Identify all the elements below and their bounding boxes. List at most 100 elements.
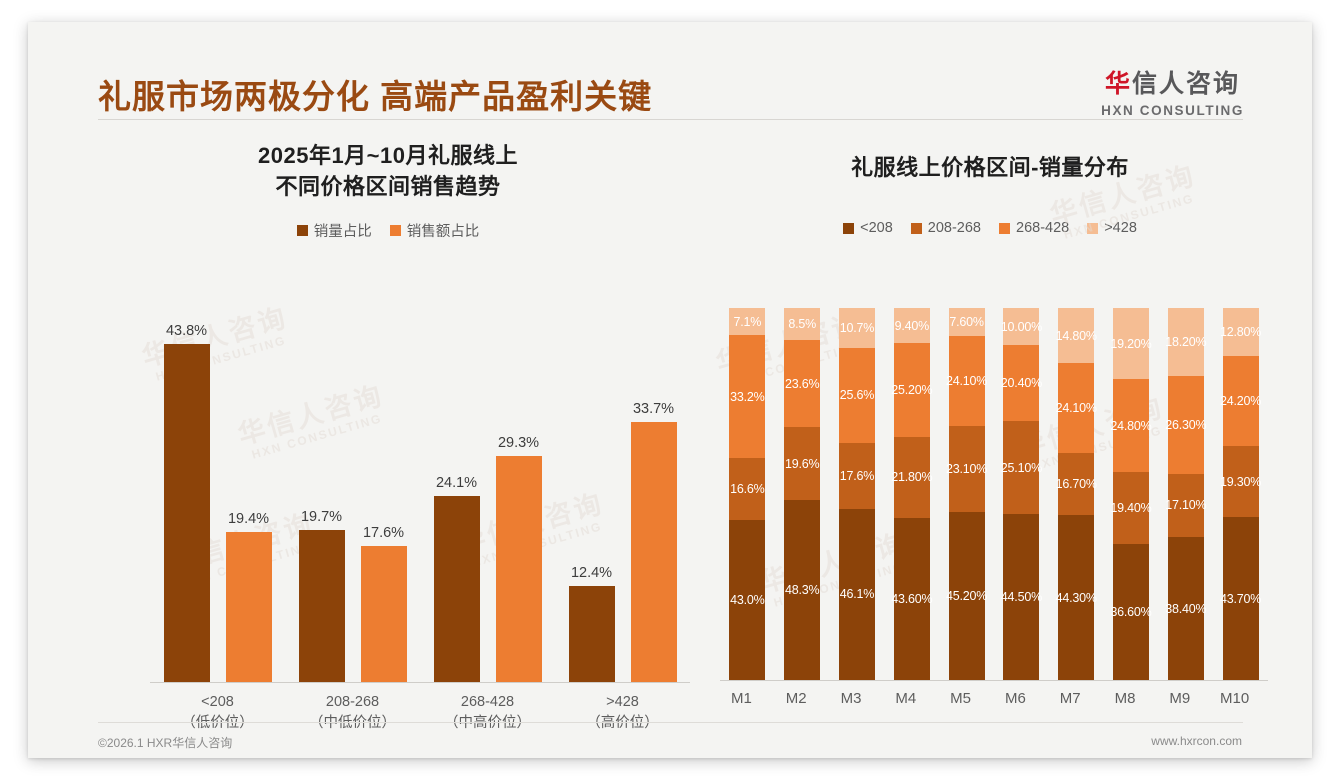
legend-item-268-428[interactable]: 268-428: [999, 220, 1069, 236]
stack-segment[interactable]: 43.70%: [1220, 517, 1261, 680]
stack-segment[interactable]: 21.80%: [891, 436, 933, 518]
segment-value-label: 19.6%: [784, 456, 820, 471]
footer-website[interactable]: www.hxrcon.com: [1151, 734, 1242, 748]
bar[interactable]: [225, 532, 272, 682]
segment-value-label: 43.60%: [891, 591, 933, 606]
segment-value-label: 44.50%: [1000, 590, 1042, 605]
stack-segment[interactable]: 18.20%: [1165, 308, 1207, 376]
segment-value-label: 25.20%: [891, 382, 933, 397]
bar[interactable]: [298, 530, 345, 682]
stacked-bar[interactable]: 7.60% 24.10% 23.10% 45.20%: [946, 308, 988, 680]
stack-segment[interactable]: 43.0%: [729, 520, 766, 680]
stack-segment[interactable]: 19.30%: [1220, 445, 1261, 518]
segment-value-label: 18.20%: [1165, 334, 1207, 349]
segment-value-label: 26.30%: [1165, 417, 1207, 432]
bar[interactable]: [630, 422, 677, 682]
stack-segment[interactable]: 44.30%: [1056, 515, 1097, 680]
stack-segment[interactable]: 33.2%: [729, 334, 766, 459]
stack-segment[interactable]: 19.40%: [1110, 471, 1152, 544]
segment-value-label: 24.20%: [1220, 393, 1262, 408]
bar[interactable]: [163, 344, 210, 682]
bar-column[interactable]: 24.1%: [433, 475, 480, 682]
bar[interactable]: [568, 586, 615, 682]
segment-value-label: 43.0%: [730, 593, 765, 608]
stack-segment[interactable]: 44.50%: [1000, 514, 1042, 680]
stack-segment[interactable]: 26.30%: [1165, 375, 1207, 474]
bar-column[interactable]: 12.4%: [568, 565, 615, 682]
stack-segment[interactable]: 14.80%: [1055, 308, 1097, 364]
stack-segment[interactable]: 8.5%: [784, 308, 821, 340]
stack-segment[interactable]: 36.60%: [1110, 543, 1152, 680]
stacked-bar[interactable]: 19.20% 24.80% 19.40% 36.60%: [1110, 308, 1152, 680]
stacked-bar[interactable]: 9.40% 25.20% 21.80% 43.60%: [891, 308, 933, 680]
bar[interactable]: [433, 496, 480, 682]
stack-segment[interactable]: 17.6%: [839, 443, 875, 509]
legend-item-sales-volume[interactable]: 销量占比: [296, 220, 372, 241]
stack-segment[interactable]: 45.20%: [946, 511, 988, 680]
stacked-bar[interactable]: 7.1% 33.2% 16.6% 43.0%: [729, 308, 766, 680]
logo-english-text: HXN CONSULTING: [1101, 103, 1244, 118]
right-chart-panel: 礼服线上价格区间-销量分布 <208 208-268 268-428 >428 …: [700, 140, 1280, 710]
bar-group: 43.8% 19.4%: [150, 312, 285, 682]
stack-segment[interactable]: 10.7%: [839, 308, 875, 348]
stack-segment[interactable]: 12.80%: [1220, 308, 1262, 356]
stack-segment[interactable]: 24.10%: [1056, 363, 1097, 454]
segment-value-label: 33.2%: [730, 389, 765, 404]
stacked-bar[interactable]: 10.7% 25.6% 17.6% 46.1%: [839, 308, 875, 680]
category-tier: （高价位）: [586, 715, 659, 732]
stacked-bar[interactable]: 14.80% 24.10% 16.70% 44.30%: [1055, 308, 1097, 680]
stack-segment[interactable]: 23.6%: [784, 339, 821, 428]
bar-column[interactable]: 43.8%: [163, 323, 210, 682]
stack-segment[interactable]: 25.6%: [839, 347, 875, 444]
category-tier: （中高价位）: [444, 715, 531, 732]
stack-segment[interactable]: 24.20%: [1220, 355, 1262, 446]
stack-segment[interactable]: 43.60%: [891, 517, 933, 680]
segment-value-label: 12.80%: [1220, 324, 1262, 339]
stack-segment[interactable]: 16.70%: [1056, 453, 1097, 516]
segment-value-label: 45.20%: [946, 588, 988, 603]
bar[interactable]: [495, 456, 542, 682]
stack-segment[interactable]: 9.40%: [893, 308, 930, 343]
stack-segment[interactable]: 25.10%: [1001, 421, 1042, 515]
legend-item-sales-amount[interactable]: 销售额占比: [389, 220, 479, 241]
stack-segment[interactable]: 48.3%: [784, 500, 821, 680]
segment-value-label: 48.3%: [784, 583, 820, 598]
stack-segment[interactable]: 7.1%: [729, 308, 766, 335]
stack-segment[interactable]: 17.10%: [1165, 473, 1207, 538]
bar-column[interactable]: 19.7%: [298, 509, 345, 682]
legend-item-under-208[interactable]: <208: [843, 220, 893, 236]
segment-value-label: 10.00%: [1000, 319, 1042, 334]
stack-segment[interactable]: 19.6%: [784, 427, 821, 501]
stack-segment[interactable]: 24.80%: [1110, 379, 1152, 472]
bar-column[interactable]: 17.6%: [360, 525, 407, 682]
bar-value-label: 43.8%: [165, 323, 208, 340]
bar-column[interactable]: 29.3%: [495, 435, 542, 682]
bar-value-label: 29.3%: [497, 435, 540, 452]
stack-segment[interactable]: 23.10%: [946, 425, 987, 512]
stacked-bar[interactable]: 10.00% 20.40% 25.10% 44.50%: [1000, 308, 1042, 680]
stack-segment[interactable]: 20.40%: [1001, 345, 1042, 422]
stacked-bar[interactable]: 12.80% 24.20% 19.30% 43.70%: [1220, 308, 1262, 680]
legend-item-208-268[interactable]: 208-268: [910, 220, 981, 236]
stacked-bar[interactable]: 8.5% 23.6% 19.6% 48.3%: [784, 308, 821, 680]
left-chart-title-line1: 2025年1月~10月礼服线上: [258, 143, 518, 168]
stack-segment[interactable]: 19.20%: [1110, 308, 1152, 380]
bar[interactable]: [360, 546, 407, 682]
stack-segment[interactable]: 46.1%: [839, 508, 875, 680]
stacked-bar[interactable]: 18.20% 26.30% 17.10% 38.40%: [1165, 308, 1207, 680]
stack-segment[interactable]: 25.20%: [891, 342, 933, 437]
segment-value-label: 16.6%: [730, 482, 765, 497]
stack-segment[interactable]: 24.10%: [946, 336, 987, 426]
stack-segment[interactable]: 38.40%: [1165, 537, 1207, 680]
stack-segment[interactable]: 16.6%: [729, 458, 766, 521]
legend-swatch-icon: [999, 222, 1010, 234]
stack-segment[interactable]: 7.60%: [948, 308, 985, 337]
category-range: >428: [606, 694, 639, 710]
bar-column[interactable]: 33.7%: [630, 401, 677, 682]
bar-column[interactable]: 19.4%: [225, 511, 272, 682]
segment-value-label: 14.80%: [1055, 328, 1097, 343]
stack-segment[interactable]: 10.00%: [1000, 308, 1042, 346]
legend-label: 268-428: [1016, 220, 1070, 237]
legend-label: <208: [860, 220, 893, 237]
legend-item-over-428[interactable]: >428: [1087, 220, 1137, 236]
